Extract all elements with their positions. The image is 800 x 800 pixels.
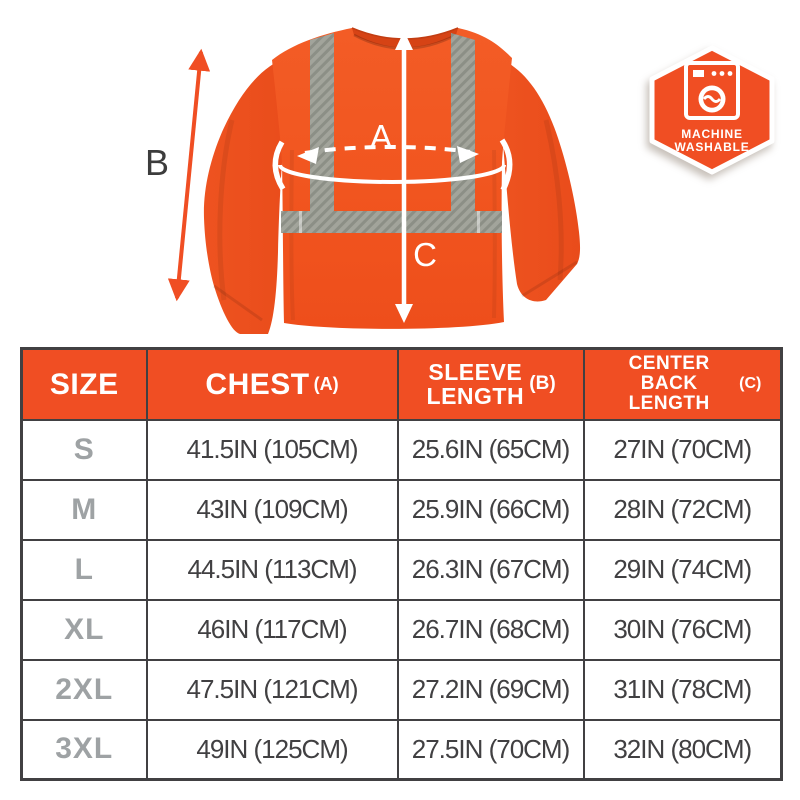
chest-value: 41.5IN (105CM) bbox=[145, 418, 399, 481]
left-sleeve bbox=[203, 58, 292, 334]
table-header-row: SIZE CHEST (A) SLEEVE LENGTH (B) bbox=[20, 347, 783, 421]
back-value: 27IN (70CM) bbox=[582, 418, 783, 481]
table-row-s: S 41.5IN (105CM) 25.6IN (65CM) 27IN (70C… bbox=[20, 418, 783, 481]
back-value: 30IN (76CM) bbox=[582, 598, 783, 661]
badge-text-line2: WASHABLE bbox=[674, 140, 749, 154]
header-sleeve-length: SLEEVE LENGTH (B) bbox=[396, 347, 585, 421]
torso bbox=[272, 28, 512, 329]
label-a: A bbox=[370, 118, 392, 155]
table-row-3xl: 3XL 49IN (125CM) 27.5IN (70CM) 32IN (80C… bbox=[20, 718, 783, 781]
sleeve-value: 25.9IN (66CM) bbox=[396, 478, 585, 541]
right-vertical-stripe bbox=[451, 33, 475, 215]
size-label: M bbox=[20, 478, 148, 541]
sleeve-value: 26.7IN (68CM) bbox=[396, 598, 585, 661]
hi-vis-shirt bbox=[203, 27, 581, 334]
back-value: 29IN (74CM) bbox=[582, 538, 783, 601]
chest-value: 44.5IN (113CM) bbox=[145, 538, 399, 601]
size-label: XL bbox=[20, 598, 148, 661]
measure-b-arrow bbox=[167, 48, 211, 302]
header-back-ref: (C) bbox=[739, 374, 762, 392]
measure-c-arrow bbox=[395, 31, 413, 323]
label-c: C bbox=[413, 236, 437, 273]
table-row-l: L 44.5IN (113CM) 26.3IN (67CM) 29IN (74C… bbox=[20, 538, 783, 601]
size-label: S bbox=[20, 418, 148, 481]
size-label: 2XL bbox=[20, 658, 148, 721]
sleeve-value: 25.6IN (65CM) bbox=[396, 418, 585, 481]
header-size-label: SIZE bbox=[49, 367, 119, 401]
reflective-stripes bbox=[281, 33, 502, 233]
size-chart-table: SIZE CHEST (A) SLEEVE LENGTH (B) bbox=[20, 347, 783, 781]
header-chest-label: CHEST bbox=[205, 367, 310, 401]
sleeve-value: 26.3IN (67CM) bbox=[396, 538, 585, 601]
size-label: 3XL bbox=[20, 718, 148, 781]
header-chest: CHEST (A) bbox=[145, 347, 399, 421]
back-value: 31IN (78CM) bbox=[582, 658, 783, 721]
header-back-label: CENTER BACK LENGTH bbox=[628, 353, 710, 415]
horizontal-stripe bbox=[281, 211, 502, 233]
chest-value: 46IN (117CM) bbox=[145, 598, 399, 661]
header-sleeve-ref: (B) bbox=[529, 373, 556, 395]
back-value: 32IN (80CM) bbox=[582, 718, 783, 781]
back-value: 28IN (72CM) bbox=[582, 478, 783, 541]
header-size: SIZE bbox=[20, 347, 148, 421]
shirt-illustration: B A C bbox=[0, 0, 800, 348]
label-b: B bbox=[145, 142, 169, 183]
measure-a-ellipse bbox=[272, 138, 513, 192]
sleeve-value: 27.2IN (69CM) bbox=[396, 658, 585, 721]
size-label: L bbox=[20, 538, 148, 601]
table-row-m: M 43IN (109CM) 25.9IN (66CM) 28IN (72CM) bbox=[20, 478, 783, 541]
header-sleeve-label: SLEEVE LENGTH bbox=[426, 359, 525, 410]
chest-value: 49IN (125CM) bbox=[145, 718, 399, 781]
sleeve-value: 27.5IN (70CM) bbox=[396, 718, 585, 781]
badge-text-line1: MACHINE bbox=[681, 127, 743, 141]
header-center-back-length: CENTER BACK LENGTH (C) bbox=[582, 347, 783, 421]
table-row-2xl: 2XL 47.5IN (121CM) 27.2IN (69CM) 31IN (7… bbox=[20, 658, 783, 721]
right-sleeve bbox=[494, 58, 581, 302]
machine-washable-badge: MACHINE WASHABLE bbox=[649, 45, 775, 175]
chest-value: 43IN (109CM) bbox=[145, 478, 399, 541]
left-vertical-stripe bbox=[310, 33, 334, 215]
table-row-xl: XL 46IN (117CM) 26.7IN (68CM) 30IN (76CM… bbox=[20, 598, 783, 661]
header-chest-ref: (A) bbox=[313, 373, 339, 394]
washing-machine-icon bbox=[684, 61, 740, 120]
chest-value: 47.5IN (121CM) bbox=[145, 658, 399, 721]
